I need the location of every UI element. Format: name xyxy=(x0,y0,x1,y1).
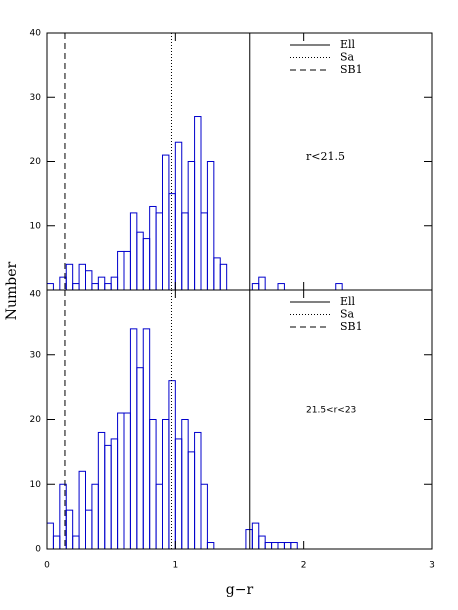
x-tick-label: 0 xyxy=(44,561,50,571)
bar xyxy=(271,542,279,550)
bar xyxy=(46,522,54,550)
y-tick-label: 40 xyxy=(30,29,42,39)
y-axis-label: Number xyxy=(4,261,20,320)
bar xyxy=(258,535,266,550)
y-tick-label: 10 xyxy=(30,221,42,231)
bar xyxy=(194,431,202,550)
bar xyxy=(162,419,170,550)
bar xyxy=(136,231,144,291)
bar xyxy=(149,419,157,550)
bar xyxy=(194,116,202,291)
bar xyxy=(136,367,144,550)
bar xyxy=(187,451,196,550)
bar xyxy=(200,212,208,291)
bar xyxy=(200,483,208,550)
bar xyxy=(117,412,125,550)
bar xyxy=(104,283,112,291)
bar xyxy=(110,276,119,291)
bar xyxy=(174,438,183,550)
y-tick-label: 30 xyxy=(30,350,42,360)
y-tick-label: 0 xyxy=(35,545,41,555)
bar xyxy=(72,535,80,550)
annotation: r<21.5 xyxy=(306,150,345,163)
bar xyxy=(251,283,260,291)
bar xyxy=(155,483,163,550)
bar xyxy=(181,419,189,550)
bar xyxy=(142,238,151,291)
bar xyxy=(283,542,292,550)
x-tick-label: 3 xyxy=(429,561,435,571)
bar xyxy=(97,276,106,291)
bar xyxy=(187,161,196,291)
legend-label: Ell xyxy=(340,295,356,308)
bar xyxy=(258,276,266,291)
bar xyxy=(168,380,176,550)
bar xyxy=(206,542,215,550)
bar xyxy=(149,205,157,291)
bar xyxy=(110,438,119,550)
bar xyxy=(219,263,228,291)
bar xyxy=(142,328,151,550)
bar xyxy=(245,529,253,550)
bar xyxy=(91,483,99,550)
bar xyxy=(97,431,106,550)
bar xyxy=(65,263,74,291)
bar xyxy=(168,193,176,291)
bar xyxy=(206,161,215,291)
annotation: 21.5<r<23 xyxy=(306,406,356,416)
bar xyxy=(162,154,170,291)
bar xyxy=(78,470,87,550)
bar xyxy=(277,542,285,550)
bar xyxy=(251,522,260,550)
bar xyxy=(264,542,273,550)
bar xyxy=(213,257,221,291)
bar xyxy=(174,141,183,291)
bar xyxy=(335,283,343,291)
bar xyxy=(46,283,54,291)
bar xyxy=(277,283,285,291)
x-axis-label: g−r xyxy=(226,582,254,598)
legend-label: Sa xyxy=(340,51,355,64)
y-tick-label: 30 xyxy=(30,93,42,103)
bar xyxy=(78,263,87,291)
bar xyxy=(123,412,131,550)
legend-label: Sa xyxy=(340,308,355,321)
bar xyxy=(104,444,112,550)
y-tick-label: 20 xyxy=(30,157,42,167)
x-tick-label: 1 xyxy=(172,561,178,571)
y-tick-label: 20 xyxy=(30,415,42,425)
bar xyxy=(65,509,74,550)
legend-label: SB1 xyxy=(340,320,363,333)
bar xyxy=(91,283,99,291)
bar xyxy=(129,212,138,291)
y-tick-label: 10 xyxy=(30,480,42,490)
bar xyxy=(85,509,93,550)
plot-frame xyxy=(46,32,433,291)
y-tick-label: 40 xyxy=(30,290,42,300)
bar xyxy=(123,250,131,291)
bar xyxy=(117,250,125,291)
legend-label: SB1 xyxy=(340,63,363,76)
bar xyxy=(290,542,298,550)
x-tick-label: 2 xyxy=(301,561,307,571)
legend-label: Ell xyxy=(340,38,356,51)
bar xyxy=(181,212,189,291)
bar xyxy=(129,328,138,550)
bar xyxy=(52,535,61,550)
plot-frame xyxy=(46,289,433,550)
bar xyxy=(155,212,163,291)
bar xyxy=(72,283,80,291)
bar xyxy=(85,270,93,291)
